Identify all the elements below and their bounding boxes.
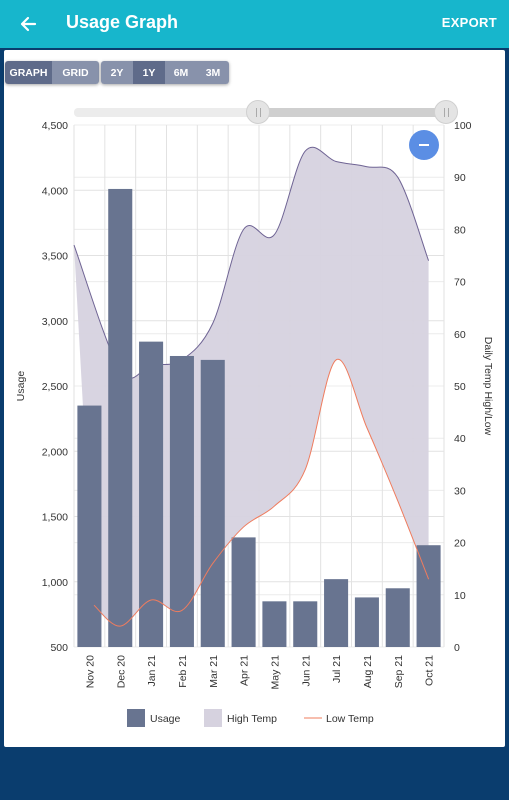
usage-bar <box>108 188 133 647</box>
range-slider-end-handle[interactable] <box>434 100 458 124</box>
range-3m[interactable]: 3M <box>197 61 229 84</box>
y-tick-label: 1,500 <box>42 512 68 524</box>
y-tick-label: 2,500 <box>42 381 68 393</box>
view-toggle: GRAPH GRID <box>5 61 99 84</box>
y-tick-label: 500 <box>50 642 68 654</box>
toggle-graph[interactable]: GRAPH <box>5 61 52 84</box>
chart-card: GRAPH GRID 2Y 1Y 6M 3M 500 1,000 1,500 2,00… <box>4 50 505 747</box>
usage-bar <box>324 579 349 647</box>
y-tick-label: 3,000 <box>42 316 68 328</box>
y2-tick-label: 30 <box>454 485 466 497</box>
range-2y[interactable]: 2Y <box>101 61 133 84</box>
x-tick-label: Dec 20 <box>115 655 127 688</box>
x-tick-label: Jul 21 <box>331 655 343 683</box>
range-slider-start-handle[interactable] <box>246 100 270 124</box>
legend-usage-swatch <box>127 709 145 727</box>
legend-usage-label: Usage <box>150 713 181 725</box>
toggle-grid[interactable]: GRID <box>52 61 99 84</box>
usage-bar <box>231 537 256 647</box>
y2-tick-label: 40 <box>454 433 466 445</box>
usage-bar <box>416 545 441 647</box>
y-tick-label: 2,000 <box>42 446 68 458</box>
y2-tick-label: 50 <box>454 381 466 393</box>
usage-bar <box>354 597 379 647</box>
y2-tick-label: 80 <box>454 224 466 236</box>
legend-high-label: High Temp <box>227 713 277 725</box>
usage-bar <box>293 601 318 647</box>
page-title: Usage Graph <box>66 12 179 32</box>
y2-tick-label: 10 <box>454 590 466 602</box>
export-button[interactable]: EXPORT <box>441 15 497 30</box>
low-temp-line <box>93 358 430 627</box>
grip-icon <box>255 107 261 117</box>
y2-axis-title: Daily Temp High/Low <box>482 337 494 436</box>
range-1y[interactable]: 1Y <box>133 61 165 84</box>
x-tick-label: Aug 21 <box>362 655 374 688</box>
app-bar: Usage Graph EXPORT <box>0 0 509 48</box>
zoom-out-button[interactable] <box>409 130 439 160</box>
x-tick-label: Feb 21 <box>177 655 189 688</box>
back-button[interactable] <box>14 10 42 38</box>
y2-tick-label: 20 <box>454 538 466 550</box>
x-tick-label: Jun 21 <box>300 655 312 687</box>
x-tick-label: Apr 21 <box>239 655 251 686</box>
range-6m[interactable]: 6M <box>165 61 197 84</box>
y-tick-label: 4,000 <box>42 185 68 197</box>
usage-bar <box>169 355 194 647</box>
legend-low-label: Low Temp <box>326 713 374 725</box>
y-axis-title: Usage <box>15 371 27 402</box>
legend-high-swatch <box>204 709 222 727</box>
range-slider[interactable] <box>74 100 458 124</box>
y2-tick-label: 100 <box>454 120 472 132</box>
x-tick-label: Nov 20 <box>84 655 96 688</box>
usage-bar <box>385 588 410 647</box>
y2-tick-label: 60 <box>454 329 466 341</box>
x-tick-label: Oct 21 <box>424 655 436 686</box>
usage-bar <box>262 601 287 647</box>
usage-bar <box>77 405 102 647</box>
y-tick-label: 1,000 <box>42 577 68 589</box>
y-tick-label: 3,500 <box>42 251 68 263</box>
minus-icon <box>419 144 429 146</box>
x-tick-label: Mar 21 <box>208 655 220 688</box>
usage-chart: 5001,0001,5002,0002,5003,0003,5004,0004,… <box>15 120 494 727</box>
x-tick-label: Sep 21 <box>393 655 405 688</box>
usage-bar <box>139 341 164 647</box>
range-slider-selection <box>258 108 446 117</box>
usage-bar <box>200 359 225 647</box>
y2-tick-label: 90 <box>454 172 466 184</box>
x-tick-label: May 21 <box>269 655 281 690</box>
y-tick-label: 4,500 <box>42 120 68 132</box>
x-tick-label: Jan 21 <box>146 655 158 687</box>
y2-tick-label: 70 <box>454 277 466 289</box>
y2-tick-label: 0 <box>454 642 460 654</box>
range-toggle: 2Y 1Y 6M 3M <box>101 61 229 84</box>
grip-icon <box>443 107 449 117</box>
arrow-left-icon <box>20 16 37 32</box>
